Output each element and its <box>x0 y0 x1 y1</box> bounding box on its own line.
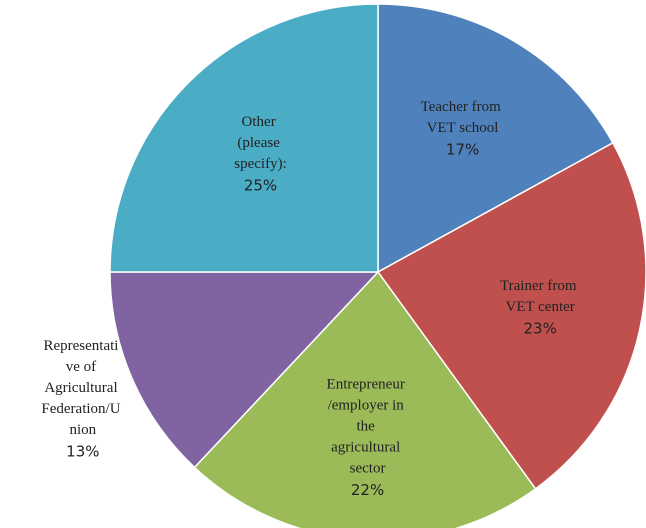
value-label: 22% <box>351 481 384 499</box>
slice-label: Representati ve of Agricultural Federati… <box>41 339 124 439</box>
slice-label: Other (please specify): <box>234 114 286 172</box>
value-label: 17% <box>446 140 479 158</box>
slice-label: Teacher from VET school <box>421 99 505 136</box>
value-label: 23% <box>523 320 556 338</box>
pie-slice <box>109 3 379 273</box>
slice-label: Entrepreneur /employer in the agricultur… <box>327 377 409 477</box>
value-label: 25% <box>244 177 277 195</box>
pie-slice <box>193 270 537 528</box>
pie-slice <box>376 141 646 490</box>
pie-slice <box>109 271 380 469</box>
slice-label: Trainer from VET center <box>500 279 580 316</box>
value-label: 13% <box>66 443 99 461</box>
pie-slice <box>377 3 614 274</box>
